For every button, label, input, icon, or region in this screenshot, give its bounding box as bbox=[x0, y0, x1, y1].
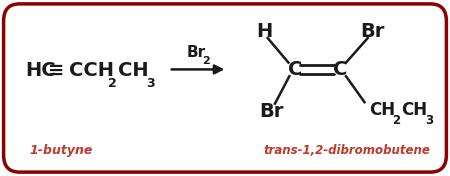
Text: 2: 2 bbox=[202, 56, 210, 66]
Text: HC: HC bbox=[25, 61, 55, 80]
Text: C: C bbox=[333, 60, 347, 79]
Text: 3: 3 bbox=[425, 114, 433, 127]
Text: Br: Br bbox=[187, 45, 206, 60]
Text: C: C bbox=[288, 60, 302, 79]
Text: Br: Br bbox=[259, 102, 284, 121]
Text: 1-butyne: 1-butyne bbox=[29, 144, 93, 157]
Text: CH: CH bbox=[118, 61, 149, 80]
Text: CH: CH bbox=[369, 100, 395, 118]
Text: trans-1,2-dibromobutene: trans-1,2-dibromobutene bbox=[263, 144, 430, 157]
Text: CCH: CCH bbox=[69, 61, 114, 80]
Text: H: H bbox=[256, 22, 272, 41]
Text: Br: Br bbox=[360, 22, 384, 41]
FancyBboxPatch shape bbox=[4, 4, 446, 172]
Text: 2: 2 bbox=[108, 77, 117, 90]
Text: ≡: ≡ bbox=[48, 61, 64, 80]
Text: 2: 2 bbox=[392, 114, 400, 127]
Text: 3: 3 bbox=[146, 77, 155, 90]
Text: CH: CH bbox=[401, 100, 428, 118]
